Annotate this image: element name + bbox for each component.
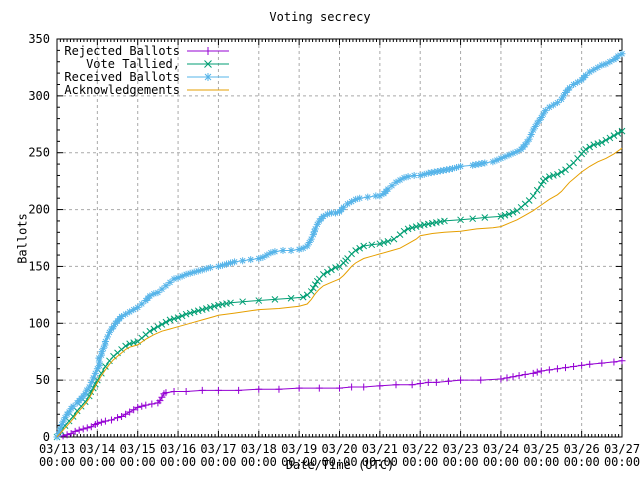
tick-label: 00:00 <box>39 455 75 469</box>
tick-label: 00:00 <box>402 455 438 469</box>
legend-sample-cross-icon <box>187 59 229 68</box>
legend-label: Vote Tallied, <box>86 56 180 71</box>
legend-sample-asterisk-icon <box>187 72 229 81</box>
tick-label: 00:00 <box>604 455 640 469</box>
tick-label: 03/20 <box>321 442 357 456</box>
tick-label: 00:00 <box>321 455 357 469</box>
tick-label: 03/21 <box>362 442 398 456</box>
tick-label: 50 <box>36 373 50 387</box>
legend-label: Received Ballots <box>64 69 180 84</box>
tick-label: 00:00 <box>281 455 317 469</box>
x-axis-label: Date/Time (UTC) <box>285 458 395 472</box>
tick-label: 03/16 <box>160 442 196 456</box>
tick-label: 03/24 <box>483 442 519 456</box>
legend-label: Acknowledgements <box>64 82 180 97</box>
tick-label: 03/18 <box>241 442 277 456</box>
legend-sample-none-icon <box>187 89 229 90</box>
tick-label: 00:00 <box>79 455 115 469</box>
tick-label: 0 <box>43 430 50 444</box>
tick-label: 200 <box>28 203 50 217</box>
tick-label: 00:00 <box>483 455 519 469</box>
chart-title: Voting secrecy <box>269 10 371 24</box>
tick-label: 00:00 <box>120 455 156 469</box>
tick-label: 350 <box>28 32 50 46</box>
tick-label: 03/14 <box>79 442 115 456</box>
tick-label: 03/27 <box>604 442 640 456</box>
tick-label: 03/19 <box>281 442 317 456</box>
tick-label: 03/22 <box>402 442 438 456</box>
tick-label: 250 <box>28 146 50 160</box>
chart-legend: Rejected Ballots Vote Tallied, Received Ba… <box>62 43 230 97</box>
y-axis-label: Ballots <box>15 213 30 264</box>
tick-label: 300 <box>28 89 50 103</box>
tick-label: 00:00 <box>443 455 479 469</box>
tick-label: 00:00 <box>200 455 236 469</box>
tick-label: 150 <box>28 259 50 273</box>
tick-label: 03/15 <box>120 442 156 456</box>
tick-label: 00:00 <box>523 455 559 469</box>
legend-row: Acknowledgements <box>62 82 230 97</box>
tick-label: 03/25 <box>523 442 559 456</box>
tick-label: 00:00 <box>362 455 398 469</box>
tick-label: 00:00 <box>241 455 277 469</box>
legend-label: Rejected Ballots <box>64 43 180 58</box>
legend-row: Received Ballots <box>62 69 230 84</box>
tick-label: 03/13 <box>39 442 75 456</box>
legend-sample-plus-icon <box>187 46 229 55</box>
tick-label: 100 <box>28 316 50 330</box>
tick-label: 03/23 <box>443 442 479 456</box>
tick-label: 03/17 <box>200 442 236 456</box>
tick-label: 00:00 <box>160 455 196 469</box>
tick-label: 03/26 <box>564 442 600 456</box>
tick-label: 00:00 <box>564 455 600 469</box>
legend-row: Vote Tallied, <box>62 56 230 71</box>
legend-row: Rejected Ballots <box>62 43 230 58</box>
